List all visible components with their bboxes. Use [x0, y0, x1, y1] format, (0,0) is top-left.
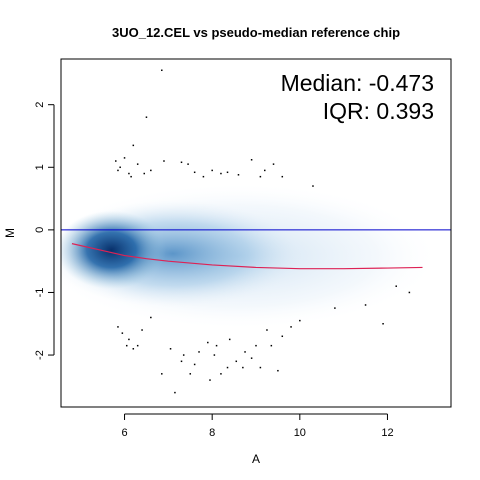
data-point [136, 163, 139, 165]
data-point [209, 379, 211, 381]
y-tick-label: 2 [34, 102, 46, 108]
data-point [264, 169, 266, 172]
data-point [395, 285, 397, 287]
data-point [259, 175, 262, 178]
y-tick-label: 0 [34, 227, 46, 233]
outlier-points [115, 69, 411, 394]
data-point [226, 171, 229, 174]
data-point [150, 169, 152, 172]
data-point [180, 360, 183, 363]
data-point [193, 363, 196, 366]
data-point [161, 373, 163, 375]
data-point [220, 172, 222, 175]
data-point [115, 160, 117, 162]
plot-frame [60, 58, 452, 408]
data-point [235, 360, 238, 363]
data-point [270, 344, 273, 347]
x-tick-label: 6 [121, 427, 127, 439]
data-point [266, 329, 268, 331]
data-point [132, 144, 135, 147]
y-tick-label: 1 [34, 164, 46, 170]
data-point [169, 348, 172, 350]
data-point [312, 185, 314, 187]
data-point [189, 373, 192, 375]
data-point [211, 169, 213, 172]
y-axis-label: M [3, 228, 17, 238]
data-point [226, 366, 229, 369]
data-point [242, 366, 244, 369]
data-point [207, 341, 209, 344]
data-point [272, 163, 275, 165]
data-point [136, 344, 139, 347]
data-point [141, 329, 143, 331]
data-point [250, 159, 253, 161]
iqr-annotation: IQR: 0.393 [323, 98, 434, 124]
data-point [220, 373, 222, 375]
data-point [259, 366, 262, 369]
data-point [228, 338, 231, 341]
chart-title: 3UO_12.CEL vs pseudo-median reference ch… [112, 25, 400, 40]
x-axis-label: A [252, 452, 260, 466]
data-point [408, 291, 411, 294]
data-point [382, 323, 384, 325]
data-point [130, 175, 132, 178]
data-point [174, 391, 176, 394]
x-tick-label: 12 [381, 427, 393, 439]
data-point [213, 354, 216, 356]
data-point [187, 163, 189, 165]
data-point [145, 116, 148, 118]
data-point [119, 166, 121, 169]
data-point [281, 335, 284, 338]
data-point [299, 319, 301, 322]
data-point [237, 174, 240, 176]
data-point [161, 69, 163, 72]
data-point [128, 172, 130, 175]
data-point [364, 304, 367, 306]
data-point [277, 369, 279, 372]
y-axis: -2 -1 0 1 2 [34, 102, 55, 360]
x-tick-label: 8 [209, 427, 215, 439]
data-point [180, 161, 183, 164]
data-point [198, 351, 200, 353]
data-point [125, 344, 128, 347]
y-tick-label: -2 [34, 350, 46, 360]
data-point [193, 171, 196, 174]
x-tick-label: 10 [294, 427, 306, 439]
data-point [250, 357, 253, 359]
data-point [143, 172, 146, 175]
data-point [132, 348, 135, 350]
x-axis: 6 8 10 12 [121, 413, 394, 439]
data-point [128, 338, 130, 341]
density-cloud [61, 184, 436, 329]
plot-area [61, 69, 451, 394]
data-point [202, 175, 205, 178]
data-point [244, 351, 246, 353]
data-point [117, 169, 119, 172]
data-point [121, 332, 124, 334]
data-point [255, 344, 257, 347]
y-tick-label: -1 [34, 288, 46, 298]
median-annotation: Median: -0.473 [281, 70, 434, 96]
data-point [290, 326, 292, 328]
loess-curve [71, 243, 423, 270]
data-point [123, 157, 126, 159]
data-point [215, 344, 218, 347]
data-point [163, 160, 165, 162]
data-point [281, 175, 284, 178]
data-point [334, 307, 336, 309]
data-point [182, 354, 185, 356]
density-core [61, 210, 167, 290]
data-point [117, 326, 119, 328]
data-point [150, 316, 152, 319]
